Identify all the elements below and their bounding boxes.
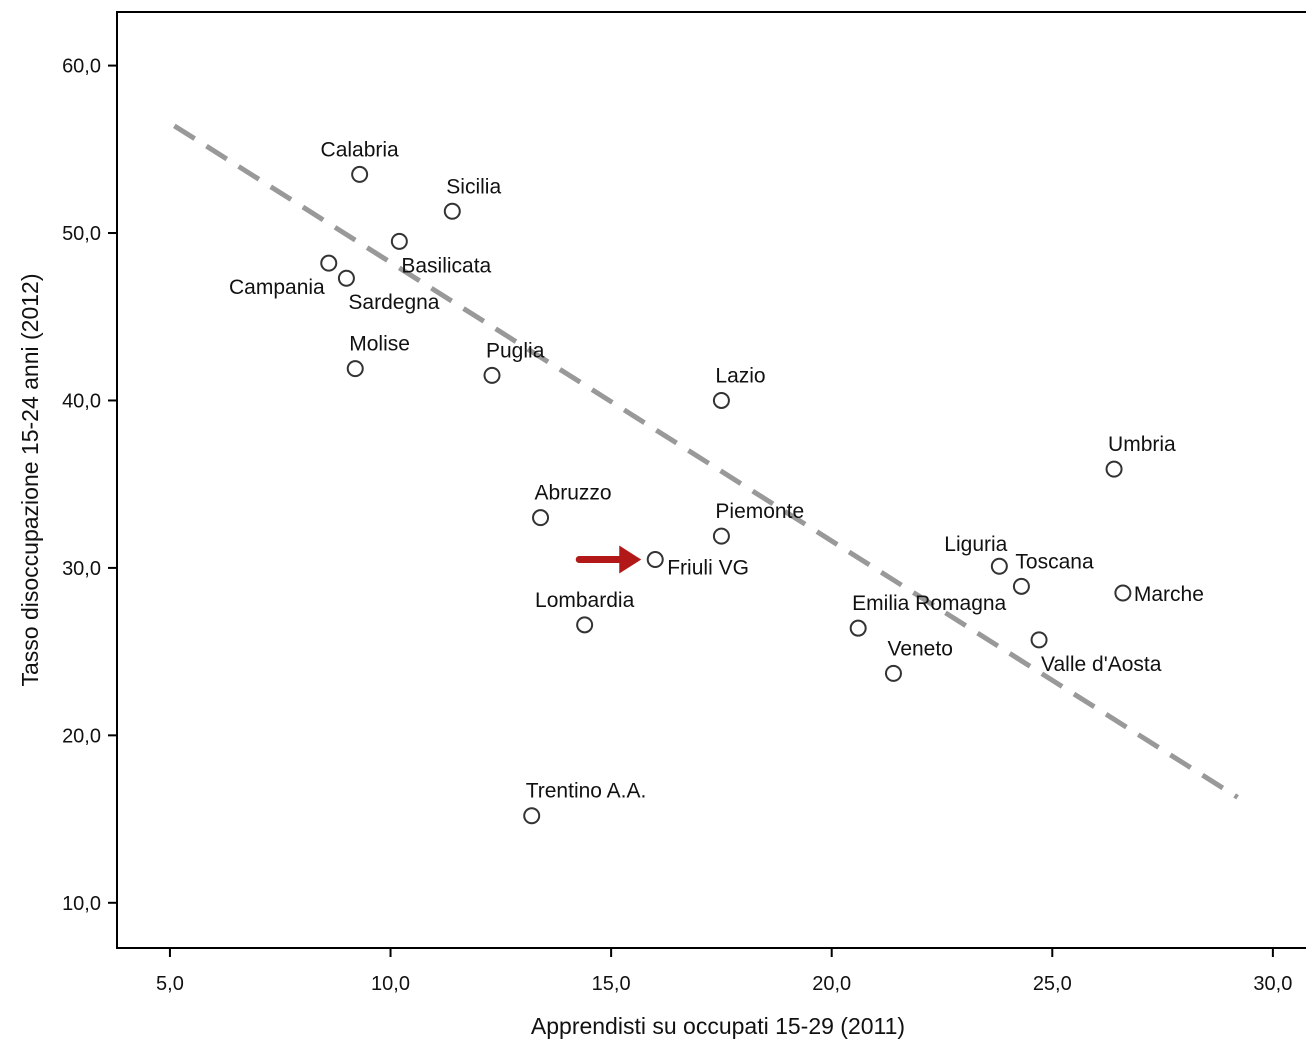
point-campania <box>320 254 338 272</box>
label-piemonte: Piemonte <box>715 500 804 523</box>
data-points <box>320 165 1132 825</box>
point-friuli-vg <box>646 551 664 569</box>
y-tick-label: 30,0 <box>62 558 101 580</box>
x-tick-label: 10,0 <box>371 973 410 995</box>
label-lazio: Lazio <box>715 364 765 387</box>
label-sicilia: Sicilia <box>446 175 501 198</box>
point-liguria <box>990 557 1008 575</box>
label-basilicata: Basilicata <box>401 254 491 277</box>
trend-line <box>173 123 1239 800</box>
arrow-head <box>619 545 642 574</box>
label-marche: Marche <box>1134 583 1204 606</box>
y-tick-label: 10,0 <box>62 893 101 915</box>
label-trentino-a-a: Trentino A.A. <box>526 780 647 803</box>
y-tick-label: 20,0 <box>62 725 101 747</box>
point-lazio <box>712 391 730 409</box>
point-puglia <box>483 366 501 384</box>
point-toscana <box>1012 577 1030 595</box>
y-axis: 10,0 20,0 30,0 40,0 50,0 60,0 <box>62 56 117 915</box>
label-abruzzo: Abruzzo <box>535 482 612 505</box>
point-calabria <box>351 165 369 183</box>
point-umbria <box>1105 460 1123 478</box>
x-tick-label: 30,0 <box>1253 973 1292 995</box>
label-campania: Campania <box>229 276 325 299</box>
y-tick-label: 60,0 <box>62 56 101 78</box>
point-valle-d-aosta <box>1030 631 1048 649</box>
label-sardegna: Sardegna <box>348 291 439 314</box>
label-lombardia: Lombardia <box>535 589 635 612</box>
highlight-arrow <box>575 545 642 574</box>
x-tick-label: 15,0 <box>592 973 631 995</box>
label-valle-d-aosta: Valle d'Aosta <box>1041 653 1162 676</box>
point-basilicata <box>390 232 408 250</box>
x-tick-label: 20,0 <box>812 973 851 995</box>
x-tick-label: 25,0 <box>1033 973 1072 995</box>
label-calabria: Calabria <box>321 138 400 161</box>
y-tick-label: 50,0 <box>62 223 101 245</box>
x-axis-title: Apprendisti su occupati 15-29 (2011) <box>531 1013 905 1039</box>
point-veneto <box>884 664 902 682</box>
point-trentino-a-a <box>523 807 541 825</box>
label-toscana: Toscana <box>1015 550 1094 573</box>
point-sardegna <box>337 269 355 287</box>
point-sicilia <box>443 202 461 220</box>
y-tick-label: 40,0 <box>62 390 101 412</box>
point-marche <box>1114 584 1132 602</box>
y-axis-title: Tasso disoccupazione 15-24 anni (2012) <box>17 274 43 687</box>
point-emilia-romagna <box>849 619 867 637</box>
label-puglia: Puglia <box>486 339 545 362</box>
point-molise <box>346 360 364 378</box>
point-lombardia <box>576 616 594 634</box>
label-veneto: Veneto <box>887 637 952 660</box>
point-abruzzo <box>532 509 550 527</box>
label-umbria: Umbria <box>1108 433 1176 456</box>
label-molise: Molise <box>349 333 410 356</box>
label-friuli-vg: Friuli VG <box>667 557 749 580</box>
point-piemonte <box>712 527 730 545</box>
x-axis: 5,0 10,0 15,0 20,0 25,0 30,0 <box>156 948 1292 995</box>
plot-frame <box>116 11 1306 949</box>
label-liguria: Liguria <box>944 533 1007 556</box>
x-tick-label: 5,0 <box>156 973 184 995</box>
label-emilia-romagna: Emilia Romagna <box>852 592 1006 615</box>
point-labels: Calabria Sicilia Basilicata Campania Sardegn… <box>229 138 1204 802</box>
